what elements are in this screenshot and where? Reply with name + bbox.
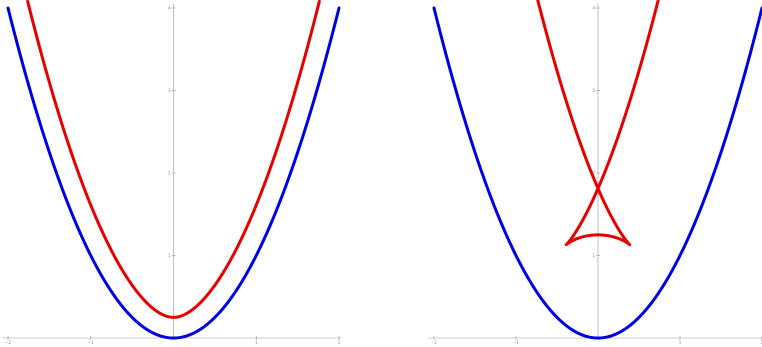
x-tick-label: 1	[679, 340, 682, 345]
series-line-2	[26, 0, 321, 319]
chart-panel-1: −2 −1 1 2 1 2 3 4	[2, 0, 341, 345]
x-tick-label: −1	[88, 340, 94, 345]
series-line-1	[6, 6, 341, 340]
y-tick-label: 4	[592, 6, 595, 11]
x-tick-label: 1	[255, 340, 258, 345]
y-tick-label: 4	[168, 6, 171, 11]
series-line-2	[536, 0, 660, 247]
x-tick-label: −1	[513, 340, 519, 345]
x-tick-label: 2	[761, 340, 762, 345]
x-tick-label: −2	[431, 340, 437, 345]
y-tick-label: 1	[168, 253, 171, 258]
y-tick-label: 2	[168, 171, 171, 176]
y-tick-label: 1	[592, 253, 595, 258]
x-tick-label: 2	[338, 340, 341, 345]
chart-panel-2: −2 −1 1 2 1 2 3 4	[428, 0, 762, 345]
y-tick-label: 2	[592, 171, 595, 176]
y-tick-label: 3	[592, 88, 595, 93]
series-line-1	[432, 6, 762, 340]
y-tick-label: 3	[168, 88, 171, 93]
x-tick-label: −2	[5, 340, 11, 345]
